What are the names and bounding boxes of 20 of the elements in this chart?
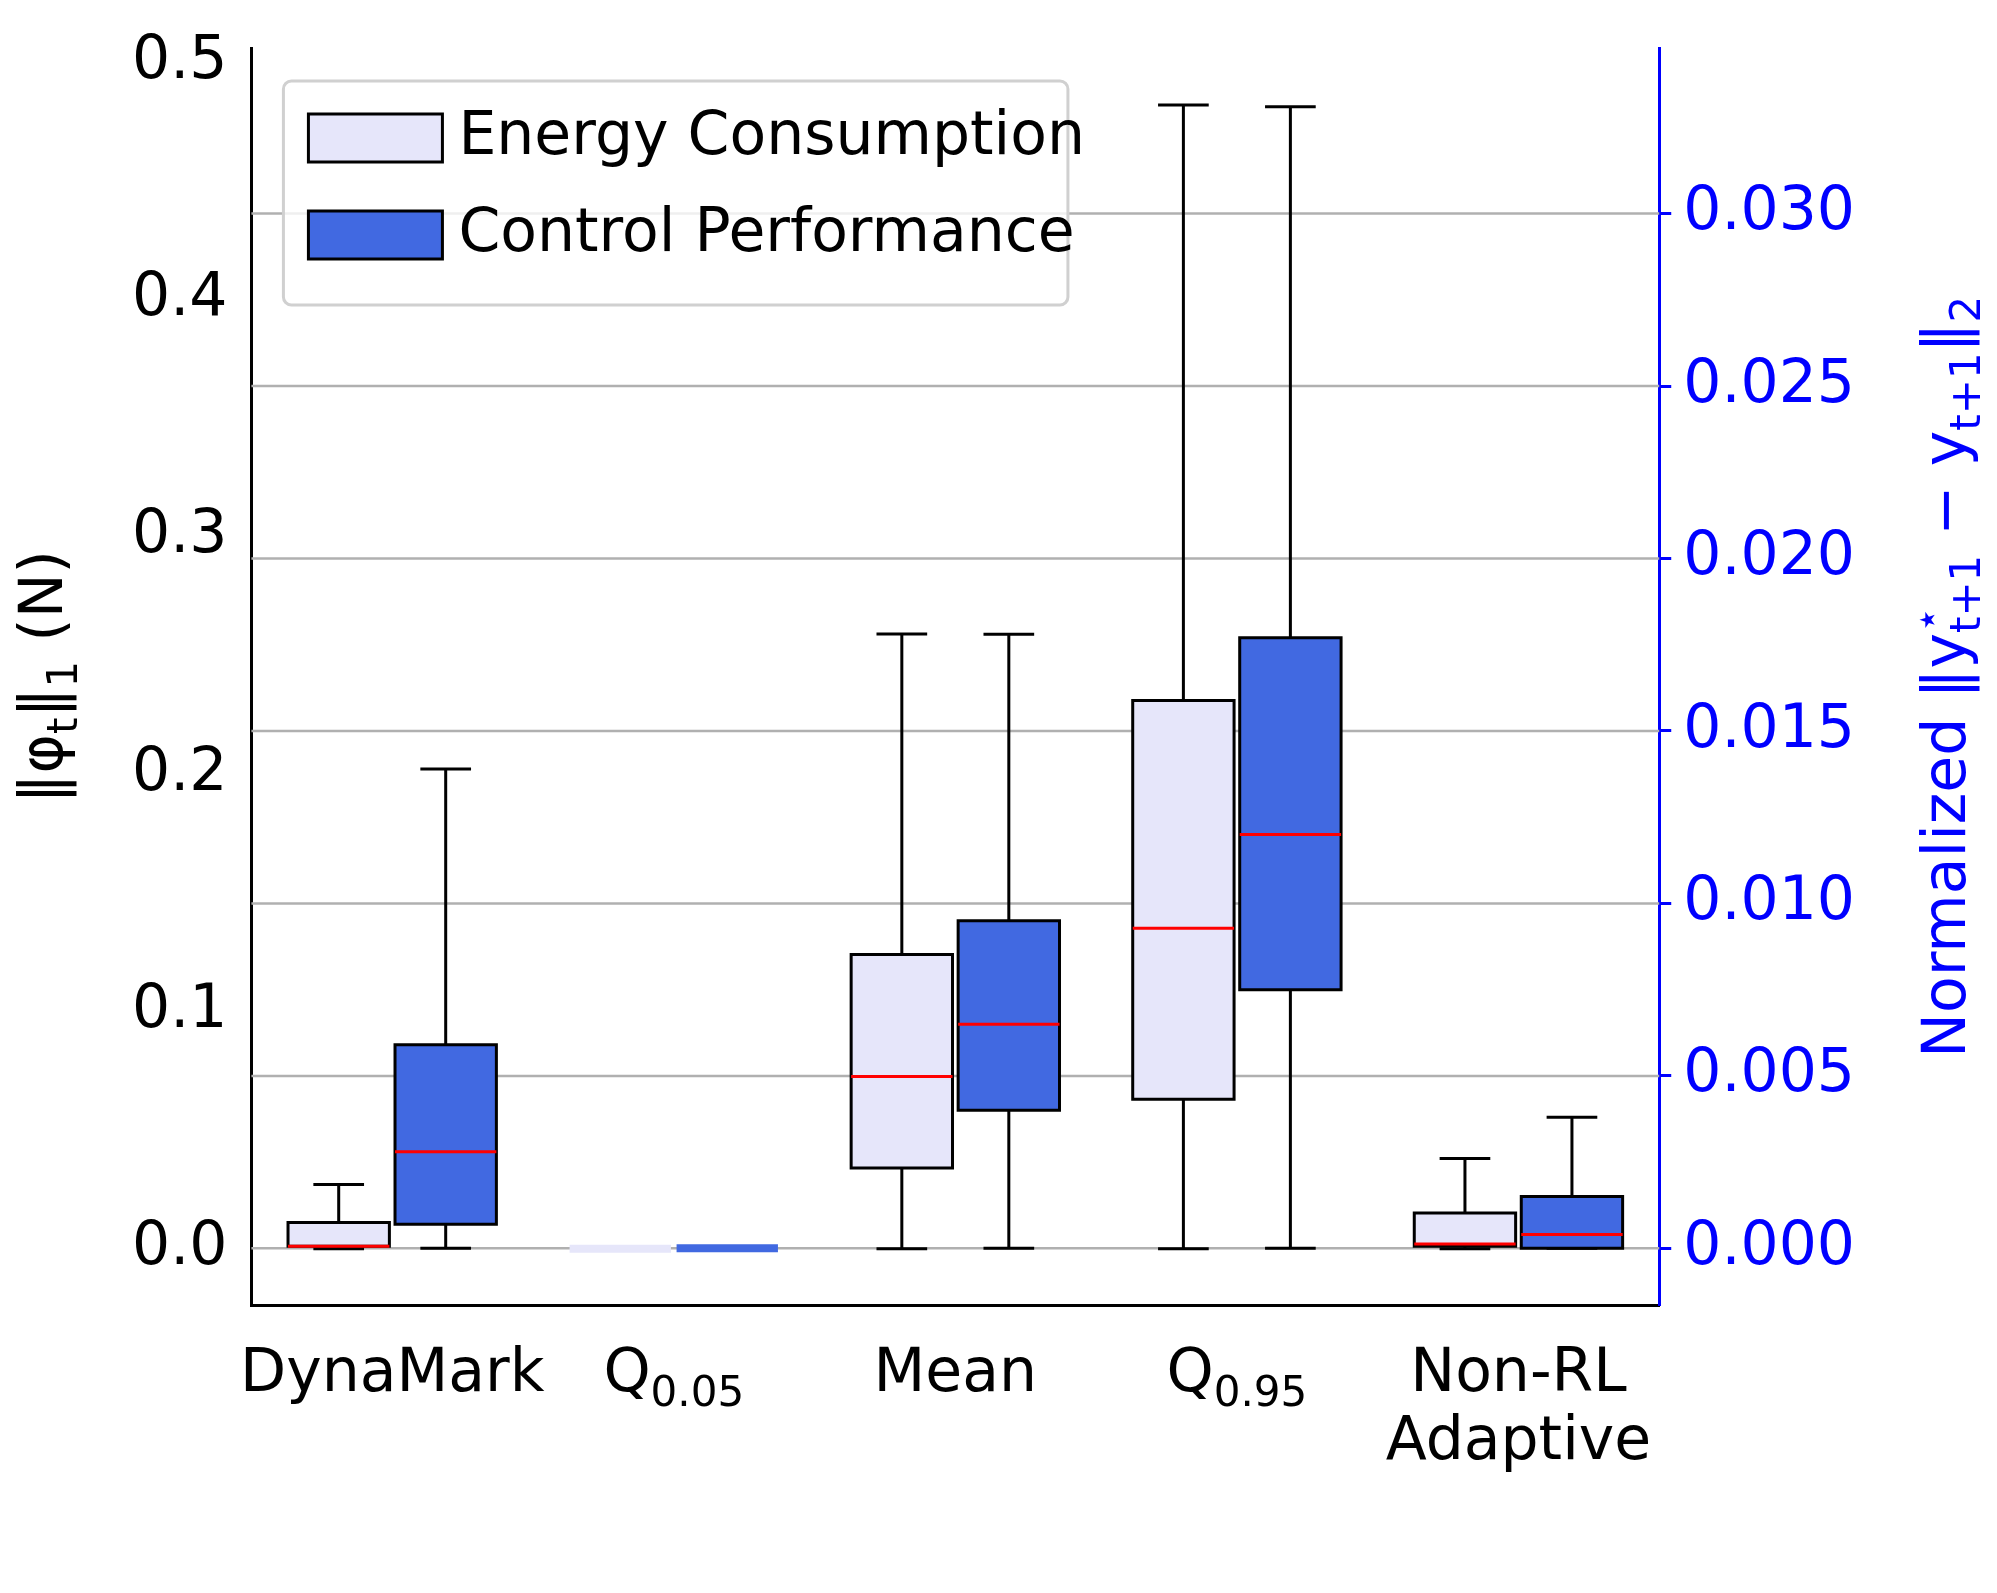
y2-tick-label: 0.025 bbox=[1683, 345, 1856, 416]
y-tick-label: 0.2 bbox=[132, 733, 228, 804]
y2-tick-label: 0.010 bbox=[1683, 863, 1856, 934]
x-tick-label: DynaMark bbox=[239, 1334, 545, 1405]
y-tick-label: 0.4 bbox=[132, 259, 228, 330]
x-tick-label: Mean bbox=[873, 1334, 1038, 1405]
legend-label: Control Performance bbox=[458, 194, 1075, 265]
y2-tick-label: 0.020 bbox=[1683, 518, 1856, 589]
y-tick-label: 0.5 bbox=[132, 21, 228, 92]
y-tick-label: 0.3 bbox=[132, 496, 228, 567]
y2-tick-label: 0.005 bbox=[1683, 1035, 1856, 1106]
y2-tick-label: 0.000 bbox=[1683, 1207, 1856, 1278]
y-axis-title: ‖φt‖1 (N) bbox=[6, 550, 87, 804]
y-tick-label: 0.1 bbox=[132, 970, 228, 1041]
y-tick-label: 0.0 bbox=[132, 1208, 228, 1279]
x-tick-label: Non-RL Adaptive bbox=[1385, 1334, 1652, 1473]
y2-tick-label: 0.015 bbox=[1683, 690, 1856, 761]
y2-axis-title: Normalized ‖y⋆t+1 − yt+1‖2 bbox=[1902, 295, 1990, 1058]
y2-tick-label: 0.030 bbox=[1683, 173, 1856, 244]
legend-label: Energy Consumption bbox=[458, 97, 1085, 168]
